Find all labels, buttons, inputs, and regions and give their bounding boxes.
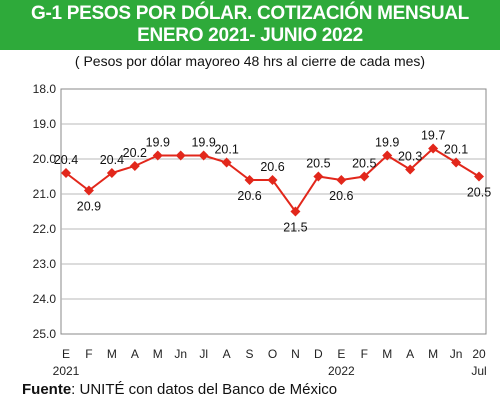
data-label: 20.5 bbox=[306, 157, 330, 171]
x-tick-label: A bbox=[223, 347, 231, 361]
x-tick-label: Jl bbox=[199, 347, 208, 361]
source-text: : UNITÉ con datos del Banco de México bbox=[71, 381, 338, 398]
data-label: 19.9 bbox=[191, 136, 215, 150]
x-tick-label: M bbox=[153, 347, 163, 361]
y-tick-label: 19.0 bbox=[33, 117, 57, 131]
data-point bbox=[359, 171, 370, 182]
data-label: 20.5 bbox=[467, 186, 491, 200]
data-point bbox=[221, 157, 232, 168]
data-point bbox=[61, 168, 71, 178]
source-label: Fuente bbox=[22, 381, 72, 398]
x-tick-label: Jn bbox=[174, 347, 187, 361]
x-tick-label: E bbox=[337, 347, 345, 361]
data-point bbox=[152, 150, 163, 161]
data-point bbox=[129, 161, 140, 171]
x-tick-label: M bbox=[428, 347, 438, 361]
y-tick-label: 21.0 bbox=[33, 187, 57, 201]
plot-frame bbox=[60, 88, 487, 335]
data-label: 21.5 bbox=[283, 221, 307, 235]
x-tick-label: Jn bbox=[450, 347, 463, 361]
data-point bbox=[83, 185, 94, 196]
data-label: 20.3 bbox=[398, 150, 422, 164]
data-point bbox=[313, 171, 324, 182]
x-tick-label: N bbox=[291, 347, 300, 361]
y-tick-label: 22.0 bbox=[33, 222, 57, 236]
x-tick-label: A bbox=[131, 347, 139, 361]
data-point bbox=[474, 171, 484, 182]
data-label: 19.9 bbox=[146, 136, 170, 150]
data-label: 20.6 bbox=[260, 160, 284, 174]
x-tick-label: D bbox=[314, 347, 323, 361]
chart-title-line1: G-1 PESOS POR DÓLAR. COTIZACIÓN MENSUAL bbox=[31, 3, 469, 24]
data-point bbox=[451, 157, 462, 168]
data-label: 20.1 bbox=[214, 143, 238, 157]
y-tick-label: 25.0 bbox=[33, 327, 57, 341]
x-tick-sublabel: 2022 bbox=[328, 364, 355, 378]
chart-header: G-1 PESOS POR DÓLAR. COTIZACIÓN MENSUAL … bbox=[0, 0, 500, 50]
data-point bbox=[175, 150, 186, 161]
data-label: 19.9 bbox=[375, 136, 399, 150]
x-tick-label: 20 bbox=[472, 347, 486, 361]
chart-subtitle: ( Pesos por dólar mayoreo 48 hrs al cier… bbox=[74, 53, 426, 69]
data-label: 20.4 bbox=[54, 153, 78, 167]
chart-title-line2: ENERO 2021- JUNIO 2022 bbox=[137, 25, 363, 46]
data-point bbox=[267, 175, 278, 185]
data-point bbox=[336, 175, 347, 185]
x-tick-label: M bbox=[382, 347, 392, 361]
data-label: 20.6 bbox=[329, 189, 353, 203]
data-label: 20.2 bbox=[123, 146, 147, 160]
data-label: 20.4 bbox=[100, 153, 124, 167]
data-point bbox=[405, 164, 416, 175]
x-tick-label: E bbox=[62, 347, 70, 361]
y-tick-label: 23.0 bbox=[33, 257, 57, 271]
data-point bbox=[290, 206, 301, 217]
x-tick-label: F bbox=[361, 347, 368, 361]
data-label: 19.7 bbox=[421, 129, 445, 143]
y-tick-label: 20.0 bbox=[33, 152, 57, 166]
data-point bbox=[106, 168, 117, 178]
x-tick-sublabel: Jul bbox=[471, 364, 486, 378]
data-point bbox=[382, 150, 393, 161]
source-note: Fuente: UNITÉ con datos del Banco de Méx… bbox=[22, 381, 337, 398]
data-label: 20.1 bbox=[444, 143, 468, 157]
y-tick-label: 24.0 bbox=[33, 292, 57, 306]
chart-title: G-1 PESOS POR DÓLAR. COTIZACIÓN MENSUAL … bbox=[0, 3, 500, 47]
x-tick-label: O bbox=[268, 347, 277, 361]
data-label: 20.6 bbox=[237, 189, 261, 203]
data-label: 20.5 bbox=[352, 157, 376, 171]
data-point bbox=[198, 150, 209, 161]
x-tick-label: A bbox=[406, 347, 414, 361]
x-tick-label: M bbox=[107, 347, 117, 361]
x-tick-label: S bbox=[246, 347, 254, 361]
data-point bbox=[244, 175, 255, 185]
x-tick-sublabel: 2021 bbox=[53, 364, 80, 378]
x-tick-label: F bbox=[85, 347, 92, 361]
data-label: 20.9 bbox=[77, 200, 101, 214]
data-point bbox=[428, 143, 439, 154]
y-tick-label: 18.0 bbox=[33, 82, 57, 96]
